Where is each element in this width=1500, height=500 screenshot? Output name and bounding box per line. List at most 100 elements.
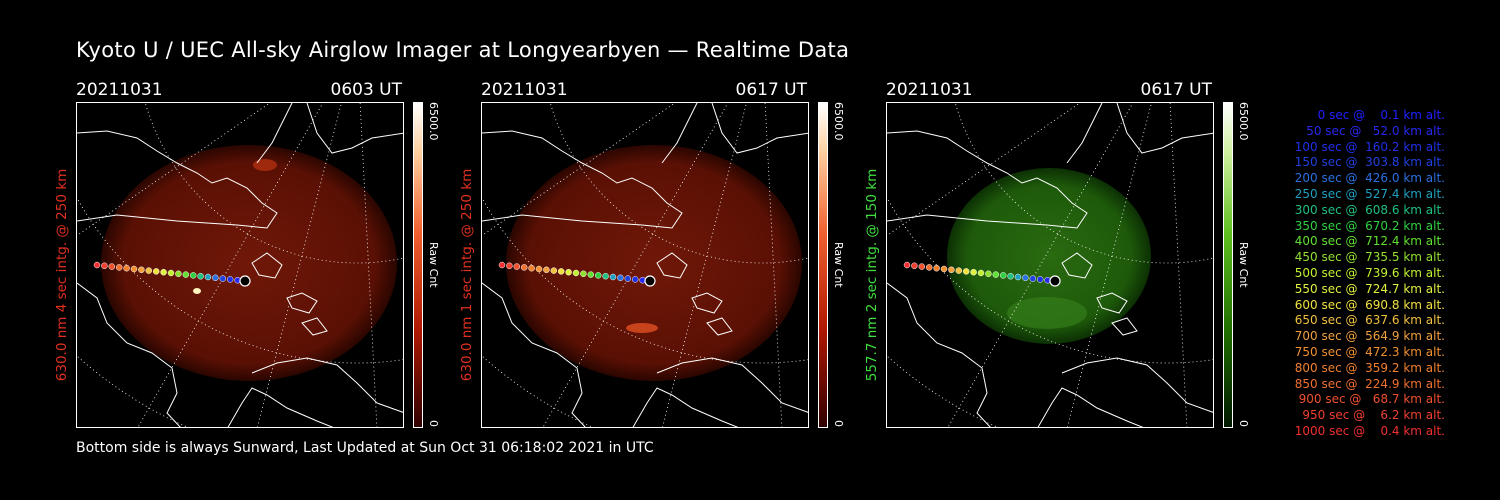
trajectory-point [925,264,933,271]
panel-time: 0617 UT [1140,80,1213,100]
trajectory-point [985,270,992,278]
trajectory-point [219,275,227,282]
panel-1: 20211031 0603 UT 630.0 nm 4 sec intg. @ … [54,80,486,430]
allsky-image [76,102,404,428]
trajectory-point [933,264,940,272]
trajectory-point [587,271,595,278]
trajectory-point [918,263,926,270]
panel-side-label: 557.7 nm 2 sec intg. @ 150 km [862,100,882,450]
trajectory-point [175,270,182,278]
trajectory-point [93,261,101,269]
trajectory-point [624,275,632,282]
legend-entry: 850 sec @ 224.9 km alt. [1290,376,1445,391]
trajectory-point [189,272,197,279]
legend-entry: 200 sec @ 426.0 km alt. [1290,171,1445,186]
colorbar [818,102,828,428]
legend-entry: 550 sec @ 724.7 km alt. [1290,281,1445,296]
legend-entry: 750 sec @ 472.3 km alt. [1290,344,1445,359]
trajectory-point [1022,274,1029,282]
trajectory-point [565,268,572,276]
legend-entry: 950 sec @ 6.2 km alt. [1298,408,1445,423]
panel-date: 20211031 [886,80,973,100]
trajectory-point [955,267,963,274]
trajectory-point [543,266,550,274]
trajectory-point [145,267,153,274]
trajectory-point [115,264,123,271]
trajectory-point [992,271,1000,278]
panel-time: 0603 UT [330,80,403,100]
impact-point [239,275,251,287]
allsky-image [481,102,809,428]
trajectory-point [572,269,580,277]
trajectory-point [609,273,617,281]
trajectory-point [520,264,528,271]
legend-entry: 0 sec @ 0.1 km alt. [1306,108,1445,122]
trajectory-legend: 0 sec @ 0.1 km alt. 50 sec @ 52.0 km alt… [1250,108,1445,440]
footer-note: Bottom side is always Sunward, Last Upda… [76,440,654,456]
panel-date: 20211031 [481,80,568,100]
legend-entry: 350 sec @ 670.2 km alt. [1290,218,1445,233]
trajectory-point [1036,276,1044,283]
trajectory-point [1007,272,1014,280]
trajectory-point [940,265,948,273]
legend-entry: 400 sec @ 712.4 km alt. [1290,234,1445,249]
trajectory-point [594,272,602,279]
panel-2: 20211031 0617 UT 630.0 nm 1 sec intg. @ … [459,80,891,430]
trajectory-point [1029,275,1037,282]
impact-point [644,275,656,287]
airglow-disk [947,168,1151,344]
trajectory-point [962,268,970,275]
trajectory-point [903,261,911,269]
trajectory-point [513,263,521,270]
legend-entry: 50 sec @ 52.0 km alt. [1298,123,1445,138]
trajectory-point [160,268,167,276]
colorbar [413,102,423,428]
trajectory-point [1014,273,1022,281]
trajectory-point [204,273,212,281]
impact-point [1049,275,1061,287]
legend-entry: 650 sec @ 637.6 km alt. [1290,313,1445,328]
trajectory-point [167,269,175,277]
trajectory-point [535,265,543,273]
trajectory-point [911,262,918,270]
trajectory-point [226,276,234,283]
legend-entry: 150 sec @ 303.8 km alt. [1290,155,1445,170]
legend-entry: 450 sec @ 735.5 km alt. [1290,250,1445,265]
trajectory-point [182,271,190,278]
side-label-text: 557.7 nm 2 sec intg. @ 150 km [864,168,880,382]
legend-entry: 900 sec @ 68.7 km alt. [1294,392,1445,407]
trajectory-point [123,264,130,272]
panel-date: 20211031 [76,80,163,100]
trajectory-point [197,272,204,280]
airglow-disk [101,145,397,381]
trajectory-point [631,276,639,283]
trajectory-point [212,274,219,282]
legend-entry: 300 sec @ 608.6 km alt. [1290,202,1445,217]
panel-side-label: 630.0 nm 4 sec intg. @ 250 km [52,100,72,450]
trajectory-point [550,267,558,274]
legend-entry: 800 sec @ 359.2 km alt. [1290,360,1445,375]
trajectory-point [557,268,565,275]
trajectory-point [602,272,609,280]
airglow-disk [506,145,802,381]
allsky-image [886,102,1214,428]
legend-entry: 1000 sec @ 0.4 km alt. [1294,423,1445,438]
page-title: Kyoto U / UEC All-sky Airglow Imager at … [76,38,850,62]
legend-entry: 600 sec @ 690.8 km alt. [1290,297,1445,312]
trajectory-point [108,263,116,270]
trajectory-point [528,264,535,272]
panel-3: 20211031 0617 UT 557.7 nm 2 sec intg. @ … [864,80,1296,430]
side-label-text: 630.0 nm 4 sec intg. @ 250 km [54,168,70,382]
trajectory-point [101,262,108,270]
side-label-text: 630.0 nm 1 sec intg. @ 250 km [459,168,475,382]
legend-entry: 700 sec @ 564.9 km alt. [1290,329,1445,344]
colorbar [1223,102,1233,428]
trajectory-point [970,268,977,276]
trajectory-point [130,265,138,273]
trajectory-point [977,269,985,277]
legend-entry: 500 sec @ 739.6 km alt. [1290,265,1445,280]
panel-time: 0617 UT [735,80,808,100]
trajectory-point [498,261,506,269]
trajectory-point [152,268,160,275]
trajectory-point [617,274,624,282]
